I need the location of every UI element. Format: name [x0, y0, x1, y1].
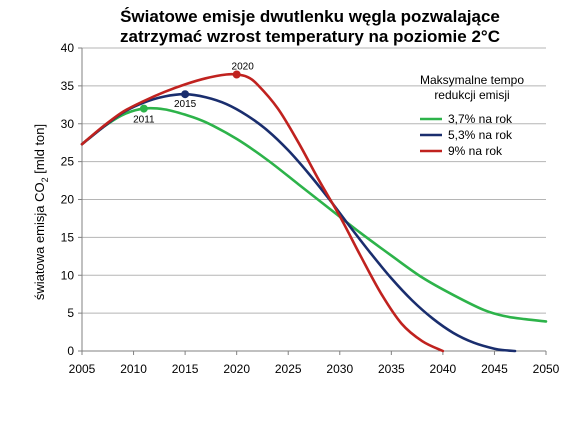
y-axis-label-main: światowa emisja CO — [32, 182, 47, 300]
legend-label-3: 9% na rok — [448, 144, 503, 158]
x-tick-label: 2015 — [172, 362, 199, 376]
y-axis-label-unit: [mld ton] — [32, 124, 47, 177]
legend: Maksymalne tempo redukcji emisji 3,7% na… — [420, 73, 524, 158]
y-axis-label-subscript: 2 — [40, 177, 50, 182]
x-tick-label: 2020 — [223, 362, 250, 376]
gridlines — [82, 47, 546, 314]
series-line-2 — [80, 92, 517, 353]
chart-title-line1: Światowe emisje dwutlenku węgla pozwalaj… — [120, 7, 500, 26]
x-tick-label: 2035 — [378, 362, 405, 376]
legend-items: 3,7% na rok 5,3% na rok 9% na rok — [420, 112, 513, 158]
annotation-point-2015 — [181, 90, 190, 99]
y-tick-label: 35 — [61, 79, 75, 93]
legend-label-2: 5,3% na rok — [448, 128, 513, 142]
series-line-3 — [80, 72, 445, 353]
annotation-label-2020: 2020 — [232, 62, 255, 73]
chart-title-line2: zatrzymać wzrost temperatury na poziomie… — [120, 27, 500, 46]
y-tick-label: 30 — [61, 117, 75, 131]
annotation-label-2011: 2011 — [133, 115, 155, 126]
x-tick-label: 2045 — [481, 362, 508, 376]
y-tick-label: 10 — [61, 268, 75, 282]
annotations: 2011 2015 2020 — [133, 62, 254, 126]
y-axis-label: światowa emisja CO2 [mld ton] — [32, 124, 50, 300]
x-tick-label: 2040 — [430, 362, 457, 376]
legend-title-line1: Maksymalne tempo — [420, 73, 524, 87]
annotation-point-2011 — [139, 104, 148, 113]
y-tick-label: 15 — [61, 230, 75, 244]
legend-title-line2: redukcji emisji — [434, 88, 509, 102]
y-tick-label: 25 — [61, 155, 75, 169]
annotation-label-2015: 2015 — [174, 99, 197, 110]
x-tick-label: 2025 — [275, 362, 302, 376]
annotation-point-2020 — [232, 70, 241, 79]
legend-label-1: 3,7% na rok — [448, 112, 513, 126]
x-tick-label: 2050 — [533, 362, 560, 376]
y-tick-label: 20 — [61, 193, 75, 207]
y-tick-label: 40 — [61, 41, 75, 55]
x-tick-label: 2005 — [69, 362, 96, 376]
y-tick-label: 5 — [67, 306, 74, 320]
x-tick-label: 2030 — [326, 362, 353, 376]
x-tick-label: 2010 — [120, 362, 147, 376]
y-tick-label: 0 — [67, 344, 74, 358]
